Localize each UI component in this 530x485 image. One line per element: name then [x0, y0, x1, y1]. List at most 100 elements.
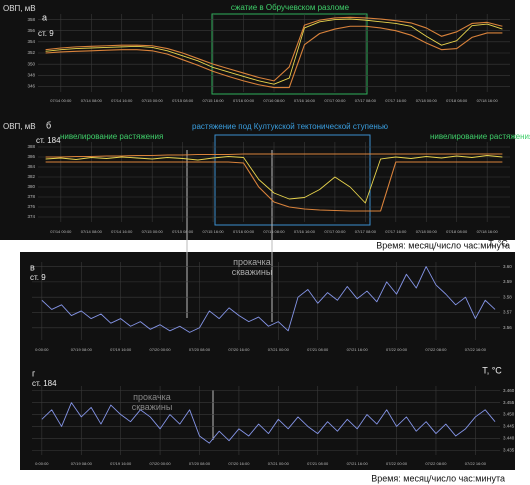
x-tick-label: 07/16 00:00 [233, 98, 255, 103]
y-axis-label: ОВП, мВ [3, 4, 36, 13]
x-tick-label: 07/18 16:00 [477, 98, 499, 103]
data-line [41, 266, 496, 333]
x-tick-label: 07/22 08:00 [425, 461, 447, 466]
station-label: ст. 184 [36, 136, 61, 145]
x-tick-label: 07/19 08:00 [71, 347, 93, 352]
data-line [45, 155, 503, 204]
annotation: нивелирование растяжения [430, 132, 530, 141]
x-tick-label: 07/22 00:00 [386, 461, 408, 466]
panel-label: г [32, 368, 36, 378]
x-tick-label: 07/20 00:00 [150, 461, 172, 466]
x-tick-label: 07/19 16:00 [110, 461, 132, 466]
x-tick-label: 07/20 08:00 [189, 461, 211, 466]
x-tick-label: 07/22 08:00 [425, 347, 447, 352]
x-tick-label: 07/16 16:00 [294, 98, 316, 103]
y-tick-label: 3.445 [503, 424, 515, 429]
y-tick-label: 374 [27, 214, 35, 219]
y-tick-label: 358 [27, 17, 35, 22]
x-tick-label: 07/18 00:00 [416, 229, 438, 234]
y-tick-label: 376 [27, 204, 35, 209]
x-axis-label: Время: месяц/число час:минута [371, 473, 505, 483]
x-tick-label: 07/17 16:00 [385, 229, 407, 234]
panel-c-bg [20, 252, 515, 365]
data-line [41, 402, 496, 444]
panel-b-bg [0, 118, 515, 240]
x-tick-label: 07/15 00:00 [142, 229, 164, 234]
x-tick-label: 07/20 08:00 [189, 347, 211, 352]
x-tick-label: 07/15 16:00 [203, 229, 225, 234]
x-tick-label: 07/20 16:00 [228, 461, 250, 466]
x-tick-label: 07/21 00:00 [268, 461, 290, 466]
x-tick-label: 07/18 16:00 [477, 229, 499, 234]
y-tick-label: 3.460 [503, 388, 515, 393]
data-line [45, 18, 503, 85]
x-tick-label: 07/21 08:00 [307, 461, 329, 466]
x-tick-label: 07/17 16:00 [385, 98, 407, 103]
x-tick-label: 07/19 08:00 [71, 461, 93, 466]
x-tick-label: 07/20 00:00 [150, 347, 172, 352]
y-tick-label: 346 [27, 84, 35, 89]
y-axis-label: T, °C [482, 365, 502, 375]
x-tick-label: 07/15 00:00 [142, 98, 164, 103]
y-axis-label: ОВП, мВ [3, 122, 36, 131]
x-axis-label: Время: месяц/число час:минута [376, 240, 510, 250]
y-tick-label: 386 [27, 154, 35, 159]
x-tick-label: 07/14 08:00 [81, 229, 103, 234]
annotation: растяжение под Култукской тектонической … [192, 122, 388, 131]
panel-label: в [30, 262, 35, 272]
station-label: ст. 9 [38, 29, 54, 38]
extension-box [214, 134, 371, 226]
x-tick-label: 07/22 16:00 [465, 461, 487, 466]
x-tick-label: 07/15 16:00 [203, 98, 225, 103]
y-tick-label: 3.455 [503, 400, 515, 405]
x-tick-label: 07/16 08:00 [263, 98, 285, 103]
x-tick-label: 07/17 00:00 [324, 229, 346, 234]
y-tick-label: 350 [27, 61, 35, 66]
x-tick-label: 07/16 00:00 [233, 229, 255, 234]
x-tick-label: 07/14 16:00 [111, 98, 133, 103]
y-tick-label: 382 [27, 174, 35, 179]
y-tick-label: 3.57 [503, 310, 512, 315]
x-tick-label: 07/15 08:00 [172, 229, 194, 234]
annotation: нивелирование растяжения [60, 132, 163, 141]
x-tick-label: 07/22 16:00 [465, 347, 487, 352]
x-tick-label: 07/21 16:00 [347, 461, 369, 466]
y-tick-label: 3.60 [503, 264, 512, 269]
x-tick-label: 07/20 16:00 [228, 347, 250, 352]
data-line [45, 153, 503, 158]
x-tick-label: 07/16 16:00 [294, 229, 316, 234]
x-tick-label: 07/15 08:00 [172, 98, 194, 103]
x-tick-label: 07/21 00:00 [268, 347, 290, 352]
x-tick-label: 07/21 08:00 [307, 347, 329, 352]
annotation: прокачка скважины [231, 257, 273, 277]
y-tick-label: 380 [27, 184, 35, 189]
x-tick-label: 07/19 16:00 [110, 347, 132, 352]
x-tick-label: 07/18 00:00 [416, 98, 438, 103]
x-tick-label: 07/18 08:00 [446, 98, 468, 103]
y-tick-label: 348 [27, 72, 35, 77]
x-tick-label: 07/14 16:00 [111, 229, 133, 234]
x-tick-label: 07/14 00:00 [50, 229, 72, 234]
panel-d-bg [20, 365, 515, 470]
annotation: прокачка скважины [131, 392, 173, 412]
y-tick-label: 384 [27, 164, 35, 169]
data-line [45, 25, 503, 89]
x-tick-label: 0:00:00 [35, 347, 49, 352]
marks: 346 348 350 352 354 356 358 07/14 00:00 07/14 08… [3, 3, 530, 483]
x-tick-label: 07/22 00:00 [386, 347, 408, 352]
compression-box [211, 13, 368, 95]
y-tick-label: 356 [27, 28, 35, 33]
y-tick-label: 3.56 [503, 325, 512, 330]
data-line [45, 161, 503, 212]
y-tick-label: 354 [27, 39, 35, 44]
y-tick-label: 3.58 [503, 294, 512, 299]
x-tick-label: 0:00:00 [35, 461, 49, 466]
y-tick-label: 3.450 [503, 412, 515, 417]
data-line [45, 16, 503, 82]
panel-label: а [42, 12, 47, 22]
panel-a-bg [0, 0, 515, 118]
x-tick-label: 07/17 00:00 [324, 98, 346, 103]
x-tick-label: 07/14 00:00 [50, 98, 72, 103]
annotation: сжатие в Обручевском разломе [231, 3, 350, 12]
